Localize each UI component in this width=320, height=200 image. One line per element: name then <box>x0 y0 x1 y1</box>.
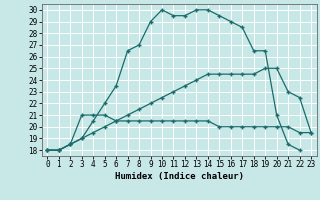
X-axis label: Humidex (Indice chaleur): Humidex (Indice chaleur) <box>115 172 244 181</box>
